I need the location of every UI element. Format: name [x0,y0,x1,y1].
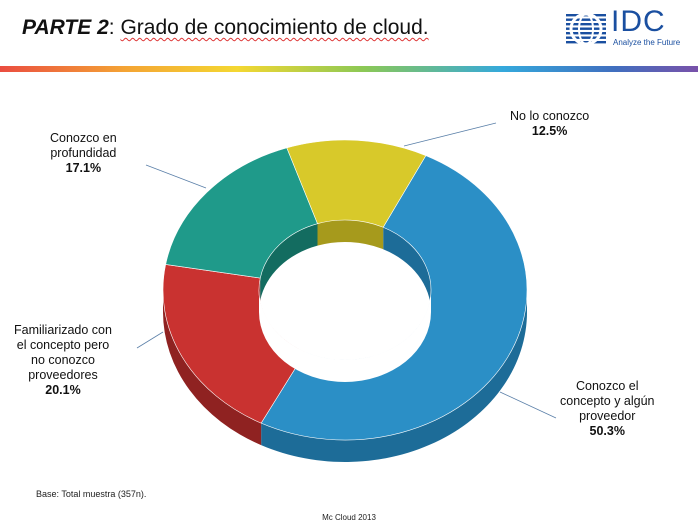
slice-label-line: el concepto pero [16,338,110,352]
slice-label-line: Conozco el [575,379,639,393]
idc-logo: IDC [611,5,666,38]
slice-inner-wall-0 [383,227,431,312]
idc-globe-icon [566,12,606,46]
slice-label-line: Conozco en [50,131,117,145]
footer-base-note: Base: Total muestra (357n). [36,489,147,499]
slice-label-line: proveedor [579,409,636,423]
slice-2 [165,147,318,279]
header-divider [0,66,698,72]
slice-inner-wall-2 [260,223,318,301]
leader-line-1 [136,331,164,349]
logo-tagline: Analyze the Future [613,38,681,47]
slice-value: 12.5% [531,124,568,138]
slice-value: 17.1% [65,161,102,175]
slice-3 [286,139,427,228]
donut-hole [259,290,431,382]
slice-side-1 [163,290,262,446]
slice-label-line: no conozco [31,353,95,367]
slice-side-0 [261,290,527,462]
leader-line-3 [403,122,497,147]
page-title: PARTE 2: Grado de conocimiento de cloud. [22,16,429,40]
slice-label-line: profundidad [50,146,117,160]
slice-label-line: concepto y algún [560,394,655,408]
title-part: PARTE 2 [22,16,109,39]
slice-value: 20.1% [45,383,81,397]
slice-label-no-conozco: No lo conozco 12.5% [510,109,589,139]
slice-label-profundidad: Conozco en profundidad 17.1% [50,131,117,176]
title-text: Grado de conocimiento de cloud. [120,16,429,39]
slice-label-line: Familiarizado con [14,323,112,337]
leader-line-0 [499,391,557,419]
leader-line-2 [145,164,207,189]
slice-label-line: proveedores [28,368,98,382]
slice-label-conozco-concepto: Conozco el concepto y algún proveedor 50… [560,379,655,439]
title-colon: : [108,16,115,39]
slice-inner-wall-3 [317,220,384,250]
slice-label-familiarizado: Familiarizado con el concepto pero no co… [14,323,112,398]
slice-label-line: No lo conozco [510,109,590,123]
footer-source: Mc Cloud 2013 [322,513,376,522]
slice-value: 50.3% [589,424,625,438]
